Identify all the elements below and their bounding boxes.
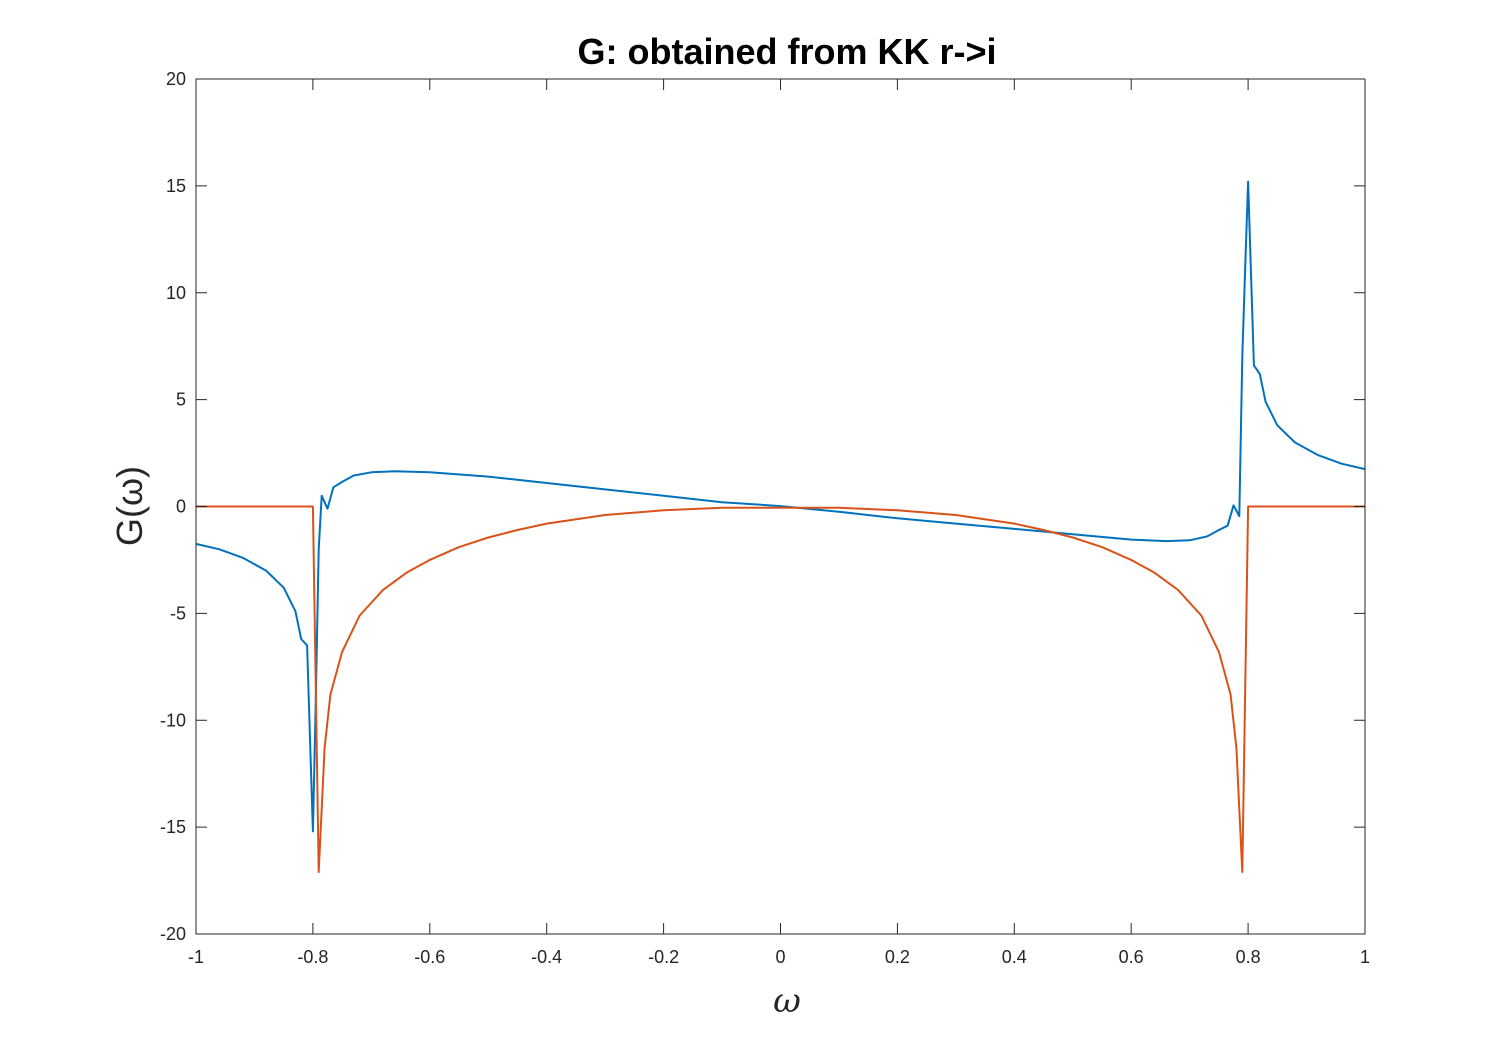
y-tick-label: -5 <box>170 603 186 623</box>
x-tick-label: 0.8 <box>1236 947 1261 967</box>
chart-title: G: obtained from KK r->i <box>577 31 996 72</box>
y-axis: -20 -15 -10 -5 0 5 10 15 20 <box>160 69 1365 944</box>
y-tick-label: 10 <box>166 283 186 303</box>
y-tick-label: -10 <box>160 710 186 730</box>
x-tick-label: 0.2 <box>885 947 910 967</box>
series-line-1 <box>195 180 1366 833</box>
y-tick-label: -20 <box>160 924 186 944</box>
y-tick-label: -15 <box>160 817 186 837</box>
x-tick-label: 1 <box>1360 947 1370 967</box>
x-axis-label: ω <box>773 981 801 1021</box>
y-axis-label: G(ω) <box>109 466 150 546</box>
y-tick-label: 20 <box>166 69 186 89</box>
y-tick-label: 15 <box>166 176 186 196</box>
x-tick-label: -1 <box>188 947 204 967</box>
y-tick-label: 0 <box>176 497 186 517</box>
x-tick-label: 0.6 <box>1119 947 1144 967</box>
y-tick-label: 5 <box>176 390 186 410</box>
series-layer <box>195 180 1366 873</box>
x-tick-label: -0.2 <box>648 947 679 967</box>
x-axis: -1 -0.8 -0.6 -0.4 -0.2 0 0.2 0.4 0.6 0.8 1 <box>188 79 1370 967</box>
x-tick-label: -0.4 <box>531 947 562 967</box>
series-line-2 <box>196 505 1365 873</box>
x-tick-label: -0.6 <box>414 947 445 967</box>
x-tick-label: 0.4 <box>1002 947 1027 967</box>
x-tick-label: -0.8 <box>297 947 328 967</box>
x-tick-label: 0 <box>775 947 785 967</box>
